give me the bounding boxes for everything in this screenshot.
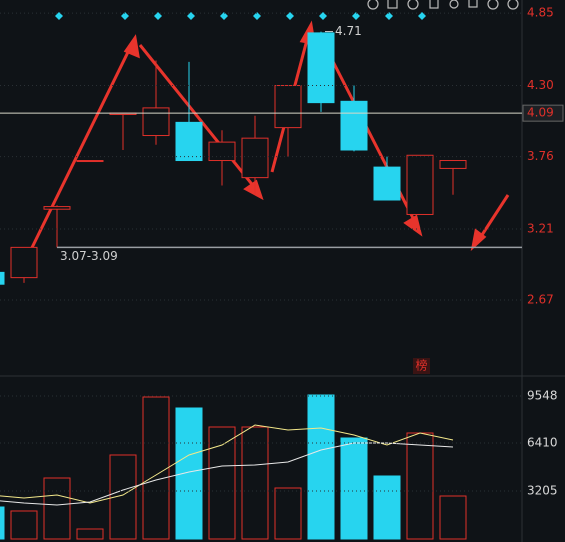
y-tick-label: 3.21	[527, 221, 554, 235]
candle-body	[142, 107, 170, 137]
volume-bar	[241, 426, 269, 540]
badge: 榜	[415, 358, 427, 373]
candle-body	[76, 160, 104, 163]
ma-line	[0, 424, 454, 504]
y-tick-label: 2.67	[527, 293, 554, 307]
y-tick-label: 4.85	[527, 6, 554, 20]
candle-body	[307, 32, 335, 104]
y-tick-label: 3.76	[527, 149, 554, 163]
candle-body	[175, 121, 203, 162]
volume-bar	[175, 407, 203, 540]
volume-bar	[439, 495, 467, 540]
y-tick-label: 6410	[527, 435, 558, 449]
candle-body	[439, 160, 467, 169]
volume-bar	[10, 510, 38, 540]
candle-body	[340, 100, 368, 151]
signal-markers	[55, 12, 426, 20]
volume-bar	[0, 506, 5, 540]
volume-bar	[340, 437, 368, 540]
candle-body	[208, 141, 236, 162]
volume-bar	[76, 528, 104, 540]
support-label: 3.07-3.09	[60, 249, 118, 263]
high-label: 4.71	[335, 24, 362, 38]
y-tick-label: 9548	[527, 389, 558, 403]
last-price-box	[522, 104, 564, 122]
candle-body	[10, 246, 38, 279]
candle-body	[0, 271, 5, 285]
candle-body	[406, 154, 434, 215]
toolbar[interactable]	[367, 0, 519, 10]
candle-body	[43, 206, 71, 210]
candle-body	[274, 85, 302, 129]
candle-body	[241, 137, 269, 179]
badge-box	[413, 358, 430, 374]
volume-bar	[406, 432, 434, 540]
y-tick-label: 3205	[527, 483, 558, 497]
volume-bar	[142, 396, 170, 540]
volume-bar	[373, 475, 401, 540]
last-price-label: 4.09	[527, 106, 554, 120]
volume-bar	[208, 426, 236, 540]
volume-bar	[307, 394, 335, 540]
volume-bar	[43, 477, 71, 540]
y-tick-label: 4.30	[527, 78, 554, 92]
volume-bar	[274, 487, 302, 540]
candle-body	[373, 166, 401, 201]
